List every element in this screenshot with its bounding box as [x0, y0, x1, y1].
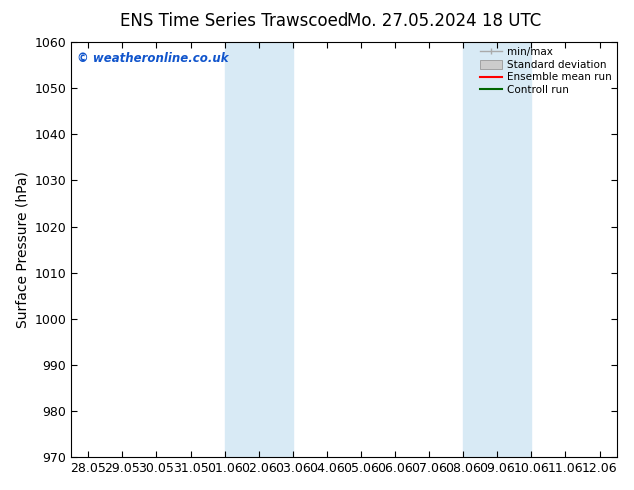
- Legend: min/max, Standard deviation, Ensemble mean run, Controll run: min/max, Standard deviation, Ensemble me…: [477, 45, 614, 97]
- Bar: [224, 42, 293, 457]
- Y-axis label: Surface Pressure (hPa): Surface Pressure (hPa): [15, 171, 29, 328]
- Text: Mo. 27.05.2024 18 UTC: Mo. 27.05.2024 18 UTC: [347, 12, 541, 30]
- Text: ENS Time Series Trawscoed: ENS Time Series Trawscoed: [120, 12, 349, 30]
- Text: © weatheronline.co.uk: © weatheronline.co.uk: [77, 52, 228, 66]
- Bar: [463, 42, 531, 457]
